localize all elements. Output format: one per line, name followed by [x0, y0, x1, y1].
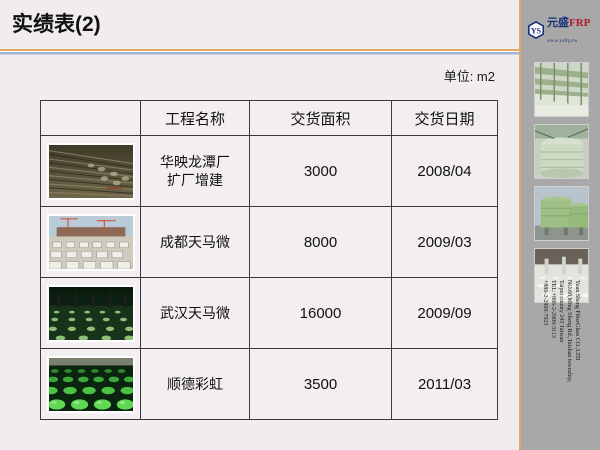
address-line-3: Taipei county 243 Taiwan — [558, 280, 564, 343]
delivery-date-cell: 2009/09 — [391, 277, 498, 349]
address-line-5: +886-2-2909-7923 — [542, 280, 548, 326]
company-address-block: Yuan Sheng FiberGlass CO.,LTD NO.68,Ming… — [521, 280, 600, 440]
table-header-row: 工程名称 交货面积 交货日期 — [40, 100, 498, 136]
project-name-cell: 武汉天马微 — [140, 277, 250, 349]
column-header-date: 交货日期 — [391, 100, 498, 136]
logo-text-block: 元盛FRP www.ysfrp.tw — [547, 14, 590, 46]
delivery-date-cell: 2008/04 — [391, 135, 498, 207]
page-title: 实绩表(2) — [12, 13, 101, 36]
address-line-4: TEL:+886-2-2909-3113 — [550, 280, 556, 338]
construction-site-photo — [46, 213, 135, 271]
factory-ceiling-photo — [46, 142, 135, 200]
green-storage-tanks-photo — [534, 186, 589, 241]
divider-blue-line — [0, 52, 521, 54]
unit-label: 单位: m2 — [443, 69, 495, 84]
table-row: 华映龙潭厂 扩厂增建 3000 2008/04 — [40, 135, 498, 207]
row-thumbnail-cell — [40, 277, 141, 349]
delivery-area-cell: 8000 — [249, 206, 392, 278]
table-row: 武汉天马微 16000 2009/09 — [40, 277, 498, 349]
logo-brand: 元盛FRP — [547, 17, 590, 29]
row-thumbnail-cell — [40, 348, 141, 420]
green-domes-closeup-photo — [46, 355, 135, 413]
logo-url: www.ysfrp.tw — [547, 39, 578, 44]
address-line-1: Yuan Sheng FiberGlass CO.,LTD — [574, 280, 580, 361]
company-logo: YS 元盛FRP www.ysfrp.tw — [527, 14, 595, 46]
delivery-area-cell: 16000 — [249, 277, 392, 349]
table-row: 成都天马微 8000 2009/03 — [40, 206, 498, 278]
divider-white-line — [0, 51, 521, 52]
project-name-line1: 华映龙潭厂 — [160, 154, 230, 170]
address-line-2: NO.68,Ming Sheng Rd.,Taishan township, — [566, 280, 572, 383]
factory-floor-photo — [534, 248, 589, 303]
svg-text:YS: YS — [531, 27, 542, 36]
project-name-line2: 扩厂增建 — [167, 172, 223, 188]
delivery-date-cell: 2009/03 — [391, 206, 498, 278]
delivery-area-cell: 3500 — [249, 348, 392, 420]
table-row: 顺德彩虹 3500 2011/03 — [40, 348, 498, 420]
divider-blue-line-light — [0, 54, 521, 55]
row-thumbnail-cell — [40, 206, 141, 278]
logo-brand-cn: 元盛 — [547, 17, 569, 29]
sidebar-accent-line — [519, 0, 521, 450]
divider-orange-line — [0, 49, 521, 51]
project-name-cell: 华映龙潭厂 扩厂增建 — [140, 135, 250, 207]
column-header-area: 交货面积 — [249, 100, 392, 136]
row-thumbnail-cell — [40, 135, 141, 207]
large-green-tank-photo — [534, 124, 589, 179]
green-roof-structure-photo — [534, 62, 589, 117]
column-header-image — [40, 100, 141, 136]
green-floor-domes-photo — [46, 284, 135, 342]
ys-hexagon-icon: YS — [527, 20, 545, 40]
project-name-cell: 顺德彩虹 — [140, 348, 250, 420]
delivery-date-cell: 2011/03 — [391, 348, 498, 420]
project-name-cell: 成都天马微 — [140, 206, 250, 278]
logo-brand-en: FRP — [569, 17, 591, 29]
title-divider — [0, 49, 521, 55]
delivery-area-cell: 3000 — [249, 135, 392, 207]
performance-table: 工程名称 交货面积 交货日期 — [40, 100, 498, 420]
column-header-name: 工程名称 — [140, 100, 250, 136]
